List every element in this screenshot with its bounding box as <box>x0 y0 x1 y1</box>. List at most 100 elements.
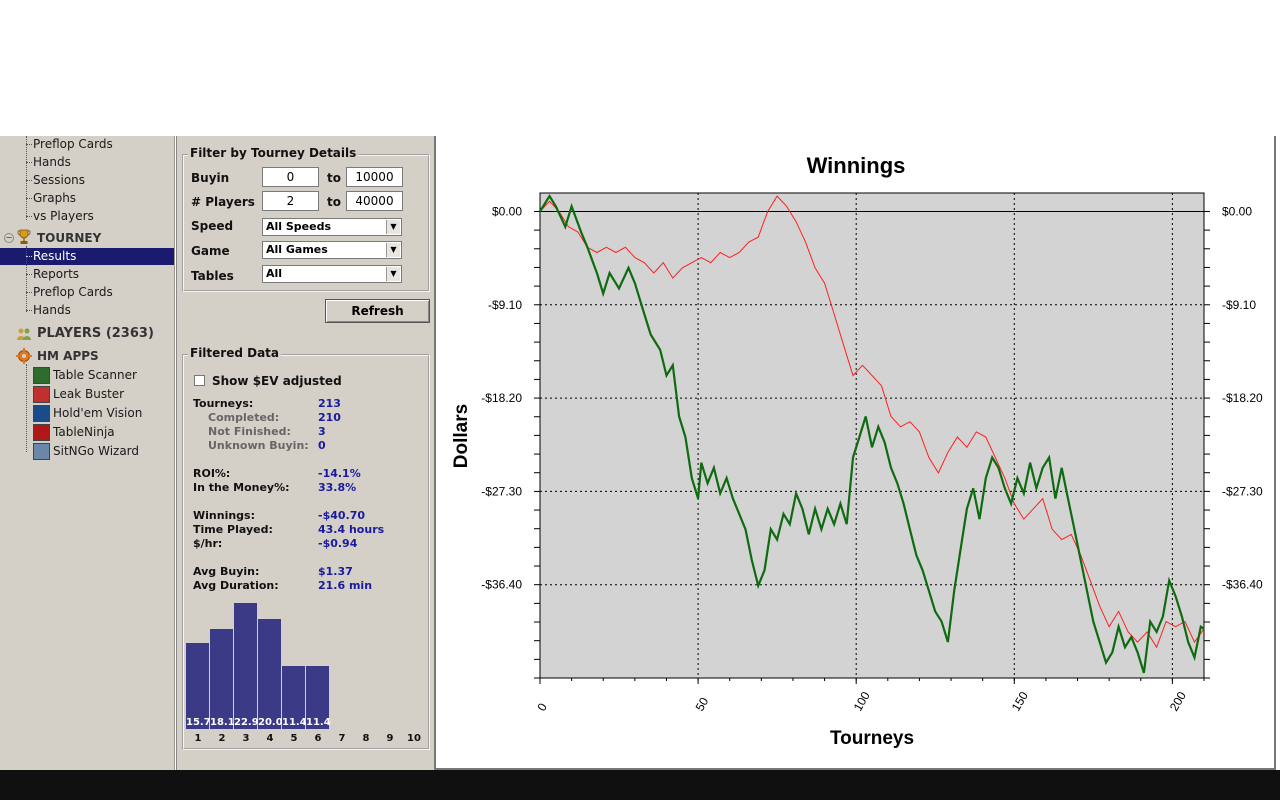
nav-tourney-results[interactable]: Results <box>33 249 77 263</box>
app-table-scanner[interactable]: Table Scanner <box>53 368 137 382</box>
players-section-header[interactable]: PLAYERS (2363) <box>37 326 154 341</box>
tables-dropdown[interactable]: All ▼ <box>262 265 402 283</box>
chevron-down-icon[interactable]: ▼ <box>386 220 400 234</box>
sitngo-wizard-icon <box>33 443 50 460</box>
plot-area <box>539 192 1205 679</box>
chevron-down-icon[interactable]: ▼ <box>386 267 400 281</box>
selected-row-highlight <box>0 248 174 265</box>
buyin-label: Buyin <box>191 171 230 185</box>
hm-apps-gear-icon <box>16 348 32 364</box>
filter-panel: Filter by Tourney Details Buyin 0 to 100… <box>176 136 435 770</box>
nav-tourney-preflop-cards[interactable]: Preflop Cards <box>33 285 113 299</box>
stat-value: 213 <box>318 397 341 410</box>
players-icon <box>16 326 32 340</box>
app-holdem-vision[interactable]: Hold'em Vision <box>53 406 143 420</box>
stat-value: -$0.94 <box>318 537 358 550</box>
histogram-place-label: 6 <box>314 733 322 744</box>
x-tick-label: 100 <box>851 689 873 714</box>
histogram-bar-label: 15.7 <box>186 717 211 728</box>
y-tick-label-left: -$9.10 <box>488 298 522 312</box>
leak-buster-icon <box>33 386 50 403</box>
game-label: Game <box>191 244 230 258</box>
show-ev-label: Show $EV adjusted <box>212 374 342 388</box>
filtered-data-title: Filtered Data <box>188 346 282 360</box>
players-from-input[interactable]: 2 <box>262 191 319 211</box>
histogram-bar <box>210 629 233 729</box>
stat-value: 210 <box>318 411 341 424</box>
stat-label: $/hr: <box>193 537 223 550</box>
players-to-input[interactable]: 40000 <box>346 191 403 211</box>
x-tick-label: 0 <box>534 700 550 713</box>
histogram-place-label: 3 <box>242 733 250 744</box>
show-ev-checkbox[interactable] <box>194 375 205 386</box>
stat-label: Unknown Buyin: <box>208 439 309 452</box>
nav-cash-sessions[interactable]: Sessions <box>33 173 86 187</box>
buyin-to-input[interactable]: 10000 <box>346 167 403 187</box>
y-tick-label-left: -$36.40 <box>481 578 522 592</box>
nav-tourney-hands[interactable]: Hands <box>33 303 71 317</box>
histogram-place-label: 8 <box>362 733 370 744</box>
histogram-bar-label: 11.4 <box>282 717 307 728</box>
y-tick-label-right: -$27.30 <box>1222 484 1263 498</box>
y-tick-label-left: $0.00 <box>492 204 522 218</box>
stat-label: In the Money%: <box>193 481 290 494</box>
stat-value: $1.37 <box>318 565 353 578</box>
nav-cash-preflop-cards[interactable]: Preflop Cards <box>33 137 113 151</box>
tree-tick <box>26 144 32 145</box>
tree-connector <box>26 246 27 312</box>
stat-value: 0 <box>318 439 326 452</box>
histogram-place-label: 1 <box>194 733 202 744</box>
histogram-place-label: 9 <box>386 733 394 744</box>
stat-value: 21.6 min <box>318 579 373 592</box>
stat-value: 43.4 hours <box>318 523 385 536</box>
tree-tick <box>26 198 32 199</box>
buyin-from-input[interactable]: 0 <box>262 167 319 187</box>
speed-label: Speed <box>191 219 234 233</box>
speed-dropdown[interactable]: All Speeds ▼ <box>262 218 402 236</box>
filtered-data-group <box>182 354 430 750</box>
histogram-bar <box>282 666 305 729</box>
stat-label: Time Played: <box>193 523 273 536</box>
tree-tick <box>26 180 32 181</box>
x-tick-label: 200 <box>1167 689 1189 714</box>
nav-cash-vs-players[interactable]: vs Players <box>33 209 94 223</box>
table-scanner-icon <box>33 367 50 384</box>
players-label: # Players <box>191 195 255 209</box>
y-tick-label-left: -$27.30 <box>481 484 522 498</box>
stat-value: -14.1% <box>318 467 361 480</box>
histogram-bar-label: 20.0 <box>258 717 283 728</box>
x-axis-label: Tourneys <box>830 728 914 749</box>
chart-title: Winnings <box>807 153 906 178</box>
y-tick-label-right: -$9.10 <box>1222 298 1256 312</box>
nav-tourney-reports[interactable]: Reports <box>33 267 80 281</box>
y-tick-label-left: -$18.20 <box>481 391 522 405</box>
ev-adjusted-line <box>539 195 1205 649</box>
histogram-bar-label: 11.4 <box>306 717 331 728</box>
tree-tick <box>26 256 32 257</box>
winnings-chart: Winnings Tourneys Dollars 0 50 100 150 200 $0… <box>451 153 1263 749</box>
nav-cash-graphs[interactable]: Graphs <box>33 191 77 205</box>
collapse-toggle-icon[interactable]: − <box>4 233 14 243</box>
tables-label: Tables <box>191 269 234 283</box>
game-value: All Games <box>266 243 328 256</box>
winnings-line <box>539 194 1205 674</box>
trophy-icon <box>17 229 31 245</box>
hm-apps-section-header[interactable]: HM APPS <box>37 349 99 363</box>
app-tableninja[interactable]: TableNinja <box>53 425 115 439</box>
holdem-vision-icon <box>33 405 50 422</box>
y-tick-label-right: -$18.20 <box>1222 391 1263 405</box>
refresh-button[interactable]: Refresh <box>325 299 430 323</box>
tables-value: All <box>266 267 283 280</box>
x-tick-label: 150 <box>1009 689 1031 714</box>
stat-value: 3 <box>318 425 326 438</box>
tourney-filter-title: Filter by Tourney Details <box>188 146 359 160</box>
app-leak-buster[interactable]: Leak Buster <box>53 387 125 401</box>
stat-label: Avg Buyin: <box>193 565 260 578</box>
chevron-down-icon[interactable]: ▼ <box>386 243 400 257</box>
app-sitngo-wizard[interactable]: SitNGo Wizard <box>53 444 140 458</box>
game-dropdown[interactable]: All Games ▼ <box>262 241 402 259</box>
nav-cash-hands[interactable]: Hands <box>33 155 71 169</box>
stat-value: 33.8% <box>318 481 357 494</box>
stat-label: ROI%: <box>193 467 231 480</box>
tourney-section-header[interactable]: TOURNEY <box>37 231 102 245</box>
